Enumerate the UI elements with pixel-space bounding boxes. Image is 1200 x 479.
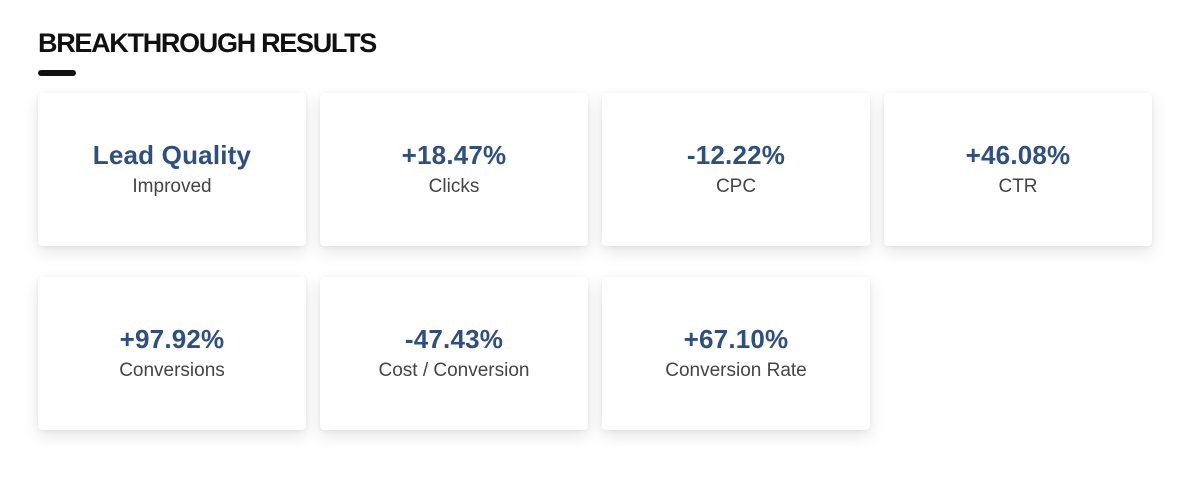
stat-value: +18.47% xyxy=(401,140,507,170)
section-title: BREAKTHROUGH RESULTS xyxy=(38,28,377,58)
stat-label: Improved xyxy=(132,176,212,197)
stat-label: Cost / Conversion xyxy=(378,360,530,381)
stat-label: Conversions xyxy=(119,360,225,381)
stat-card-conversion-rate: +67.10% Conversion Rate xyxy=(602,277,870,430)
section-header: BREAKTHROUGH RESULTS xyxy=(38,24,377,76)
stat-value: +97.92% xyxy=(119,324,225,354)
stat-value: -12.22% xyxy=(686,140,786,170)
stat-card-ctr: +46.08% CTR xyxy=(884,93,1152,246)
stat-card-clicks: +18.47% Clicks xyxy=(320,93,588,246)
stat-label: Clicks xyxy=(428,176,480,197)
stat-card-cost-per-conversion: -47.43% Cost / Conversion xyxy=(320,277,588,430)
stat-value: +46.08% xyxy=(965,140,1071,170)
stat-value: +67.10% xyxy=(683,324,789,354)
stat-label: Conversion Rate xyxy=(665,360,807,381)
stat-label: CPC xyxy=(715,176,757,197)
stat-value: Lead Quality xyxy=(92,140,252,170)
results-card-grid: Lead Quality Improved +18.47% Clicks -12… xyxy=(38,93,1152,430)
title-underline xyxy=(38,70,76,76)
stat-value: -47.43% xyxy=(404,324,504,354)
stat-label: CTR xyxy=(998,176,1038,197)
stat-card-cpc: -12.22% CPC xyxy=(602,93,870,246)
stat-card-lead-quality: Lead Quality Improved xyxy=(38,93,306,246)
stat-card-conversions: +97.92% Conversions xyxy=(38,277,306,430)
